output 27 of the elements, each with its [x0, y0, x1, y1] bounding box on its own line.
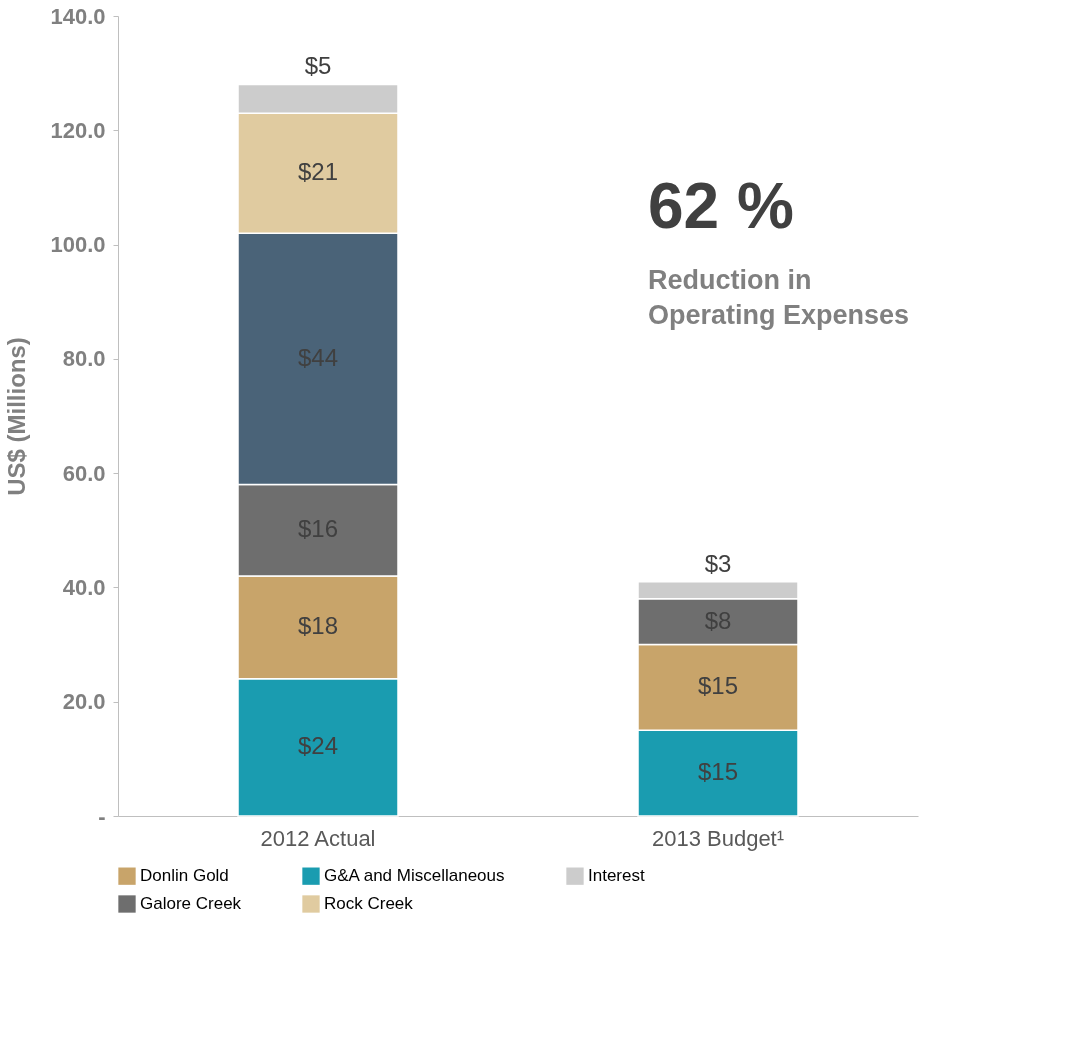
data-label: $3	[704, 549, 732, 577]
annotation: Operating Expenses	[648, 300, 910, 330]
y-tick-label: 40.0	[62, 574, 106, 600]
annotation: Reduction in	[648, 265, 812, 295]
x-tick-label: 2013 Budget¹	[651, 825, 785, 851]
data-label: $24	[297, 732, 339, 760]
annotation: 62 %	[648, 170, 794, 242]
data-label: $21	[297, 158, 339, 186]
legend-label: G&A and Miscellaneous	[324, 866, 505, 886]
data-label: $15	[697, 758, 739, 786]
y-tick-label: 100.0	[50, 232, 106, 258]
y-axis-title: US$ (Millions)	[3, 337, 31, 496]
legend-label: Rock Creek	[324, 894, 414, 913]
data-label: $5	[304, 52, 332, 80]
data-label: $44	[297, 343, 339, 371]
y-tick-label: 140.0	[50, 3, 106, 29]
x-tick-label: 2012 Actual	[260, 825, 376, 851]
y-tick-label: 80.0	[62, 346, 106, 372]
y-tick-label: 20.0	[62, 689, 106, 715]
legend-label: Galore Creek	[140, 894, 242, 913]
legend-label: Interest	[588, 866, 645, 886]
y-tick-label: 120.0	[50, 117, 106, 143]
data-label: $15	[697, 672, 739, 700]
y-tick-label: -	[98, 803, 106, 829]
y-tick-label: 60.0	[62, 460, 106, 486]
legend-label: Donlin Gold	[140, 866, 229, 886]
data-label: $18	[297, 612, 339, 640]
